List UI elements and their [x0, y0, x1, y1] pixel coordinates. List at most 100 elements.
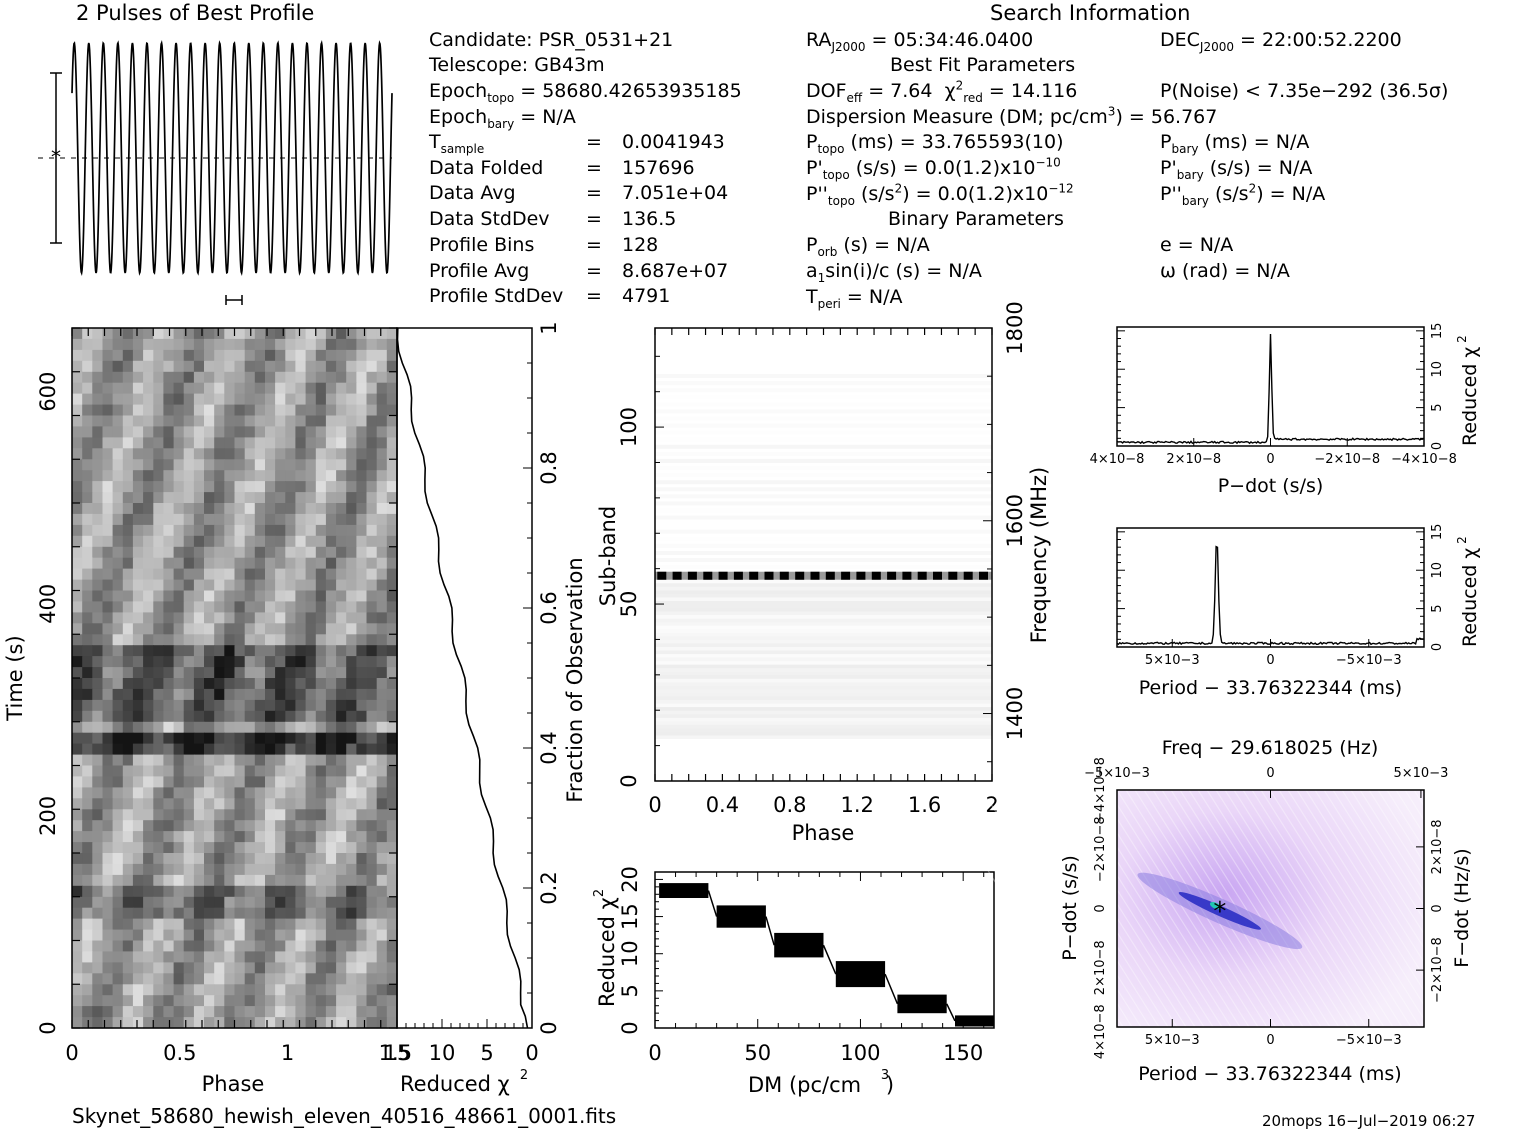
time-phase-cell	[376, 929, 388, 942]
time-phase-cell	[275, 710, 286, 723]
time-phase-cell	[204, 535, 215, 548]
time-phase-cell	[214, 842, 225, 854]
time-phase-cell	[285, 426, 297, 438]
time-phase-cell	[224, 710, 236, 723]
time-phase-cell	[204, 918, 215, 931]
time-phase-cell	[143, 338, 154, 351]
time-phase-cell	[92, 754, 104, 767]
time-phase-cell	[244, 338, 256, 351]
filename: Skynet_58680_hewish_eleven_40516_48661_0…	[72, 1104, 617, 1128]
time-phase-cell	[173, 557, 185, 570]
time-phase-cell	[82, 995, 93, 1007]
time-phase-cell	[275, 492, 286, 504]
time-phase-cell	[143, 426, 154, 438]
time-phase-cell	[265, 546, 276, 559]
dm-xtick-label: 100	[840, 1041, 880, 1065]
time-phase-cell	[336, 426, 347, 438]
time-phase-cell	[305, 415, 317, 427]
dm-xtick-label: 0	[648, 1041, 661, 1065]
time-phase-cell	[143, 382, 154, 395]
time-phase-cell	[92, 710, 104, 723]
subband-pulse-mark	[963, 571, 973, 580]
time-phase-cell	[214, 874, 225, 887]
time-phase-cell	[315, 732, 327, 745]
time-phase-cell	[122, 382, 134, 395]
time-phase-cell	[102, 831, 114, 843]
time-phase-cell	[386, 853, 398, 865]
time-phase-cell	[315, 743, 327, 756]
time-phase-cell	[386, 404, 398, 417]
time-phase-cell	[386, 1017, 398, 1029]
subband-row	[655, 671, 992, 676]
time-phase-cell	[224, 590, 236, 602]
time-phase-cell	[193, 667, 205, 679]
time-phase-cell	[234, 929, 246, 942]
time-phase-cell	[193, 754, 205, 767]
time-phase-cell	[336, 995, 347, 1007]
time-phase-cell	[386, 973, 398, 985]
time-phase-cell	[325, 1006, 337, 1018]
time-phase-cell	[224, 459, 236, 471]
time-phase-cell	[305, 699, 317, 712]
time-phase-cell	[275, 918, 286, 931]
time-phase-cell	[122, 798, 134, 810]
time-phase-cell	[143, 546, 154, 559]
time-phase-cell	[376, 896, 388, 909]
time-phase-cell	[265, 765, 276, 777]
epoch-bary-line: Epochbary = N/A	[429, 106, 576, 131]
time-phase-cell	[193, 645, 205, 657]
time-phase-cell	[315, 328, 327, 340]
time-phase-cell	[72, 667, 83, 679]
time-phase-cell	[315, 349, 327, 362]
time-phase-cell	[82, 579, 93, 592]
time-phase-cell	[234, 776, 246, 788]
time-phase-cell	[315, 754, 327, 767]
time-phase-cell	[112, 481, 124, 493]
ppdot-y2tick-label: −2×10−8	[1430, 937, 1445, 1003]
period-ytick-label: 10	[1430, 562, 1445, 579]
time-phase-cell	[214, 688, 225, 701]
time-phase-cell	[254, 503, 266, 515]
time-phase-cell	[305, 732, 317, 745]
time-phase-cell	[275, 842, 286, 854]
time-phase-cell	[153, 371, 165, 384]
time-phase-cell	[366, 634, 378, 646]
time-phase-cell	[285, 940, 297, 952]
subband-row	[655, 589, 992, 594]
time-phase-cell	[295, 645, 307, 657]
time-phase-cell	[285, 973, 297, 985]
ppdot-streak	[981, 789, 1133, 1028]
time-phase-cell	[72, 787, 83, 799]
time-phase-cell	[224, 470, 236, 482]
time-phase-cell	[265, 371, 276, 384]
time-phase-cell	[325, 524, 337, 537]
time-phase-cell	[204, 798, 215, 810]
time-phase-cell	[336, 579, 347, 592]
time-phase-cell	[82, 371, 93, 384]
time-phase-cell	[244, 842, 256, 854]
time-phase-cell	[82, 754, 93, 767]
time-phase-cell	[254, 874, 266, 887]
time-phase-cell	[386, 568, 398, 581]
time-phase-cell	[173, 721, 185, 734]
time-phase-cell	[214, 710, 225, 723]
time-phase-cell	[183, 667, 195, 679]
time-phase-cell	[112, 754, 124, 767]
time-phase-cell	[356, 393, 368, 406]
time-phase-cell	[275, 557, 286, 570]
time-phase-cell	[265, 656, 276, 668]
time-phase-cell	[275, 503, 286, 515]
time-phase-cell	[356, 601, 368, 613]
time-phase-cell	[275, 568, 286, 581]
time-phase-cell	[244, 415, 256, 427]
time-phase-cell	[112, 918, 124, 931]
time-phase-cell	[82, 634, 93, 646]
time-phase-cell	[153, 415, 165, 427]
dm-step-block	[716, 905, 766, 928]
time-phase-cell	[244, 798, 256, 810]
time-phase-cell	[214, 382, 225, 395]
time-phase-cell	[102, 984, 114, 996]
time-phase-cell	[325, 426, 337, 438]
time-phase-cell	[82, 940, 93, 952]
